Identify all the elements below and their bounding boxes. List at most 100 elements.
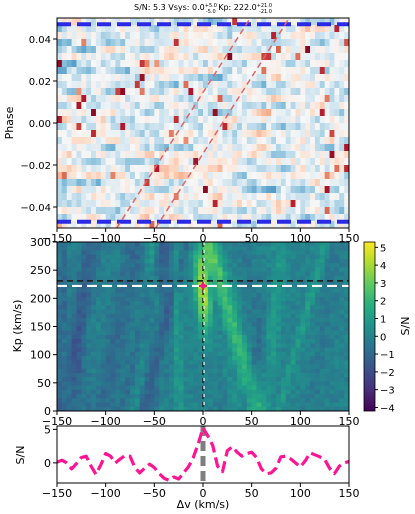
phase-map-cell [310, 25, 316, 33]
kp-map-cell [241, 347, 248, 353]
kp-map-cell [144, 406, 151, 411]
kp-map-cell [305, 263, 311, 268]
kp-map-cell [168, 296, 175, 302]
kp-map-cell [86, 246, 92, 252]
kp-map-cell [168, 334, 175, 340]
kp-map-cell [154, 267, 160, 273]
kp-map-cell [86, 288, 92, 294]
phase-map-cell [173, 102, 180, 110]
phase-map-cell [100, 95, 107, 103]
phase-map-cell [271, 172, 277, 180]
phase-map-cell [198, 214, 204, 222]
phase-map-cell [168, 102, 175, 110]
phase-map-cell [280, 109, 287, 117]
kp-map-cell [149, 326, 155, 332]
kp-map-cell [76, 381, 82, 387]
phase-map-cell [256, 172, 262, 180]
kp-x-tick-label: 50 [245, 415, 259, 428]
phase-map-cell [105, 18, 112, 26]
kp-map-cell [314, 305, 321, 311]
kp-map-cell [271, 368, 277, 374]
phase-map-cell [207, 151, 214, 159]
kp-map-cell [241, 356, 248, 361]
phase-map-cell [300, 46, 306, 54]
phase-map-cell [159, 123, 165, 131]
kp-map-cell [130, 288, 136, 294]
kp-map-cell [154, 322, 160, 328]
kp-map-cell [285, 246, 292, 252]
kp-map-cell [139, 267, 146, 273]
kp-map-cell [120, 402, 126, 408]
kp-map-cell [71, 347, 78, 353]
phase-map-cell [105, 109, 112, 117]
phase-map-cell [232, 39, 238, 47]
phase-map-cell [339, 81, 345, 89]
phase-map-cell [285, 165, 292, 173]
phase-map-cell [100, 46, 107, 54]
phase-map-cell [193, 172, 199, 180]
kp-map-cell [57, 377, 63, 383]
kp-map-cell [203, 339, 209, 344]
kp-map-cell [178, 402, 185, 408]
phase-map-cell [183, 172, 189, 180]
kp-map-cell [237, 368, 243, 374]
kp-map-cell [261, 250, 267, 256]
phase-map-cell [149, 193, 155, 201]
phase-map-cell [227, 179, 233, 187]
kp-map-cell [76, 398, 82, 404]
phase-map-cell [125, 193, 131, 201]
kp-map-cell [207, 402, 214, 408]
phase-map-cell [159, 60, 165, 68]
kp-map-cell [95, 326, 102, 332]
phase-map-cell [154, 193, 160, 201]
phase-map-cell [324, 88, 331, 96]
kp-map-cell [241, 292, 248, 298]
kp-map-cell [329, 242, 335, 247]
kp-map-cell [95, 360, 102, 366]
kp-map-cell [159, 318, 165, 323]
kp-map-cell [227, 267, 233, 273]
kp-map-cell [237, 381, 243, 387]
phase-map-cell [305, 172, 311, 180]
phase-map-cell [154, 60, 160, 68]
phase-map-cell [344, 53, 349, 61]
kp-map-cell [139, 364, 146, 370]
kp-map-cell [91, 288, 97, 294]
kp-map-cell [334, 356, 340, 361]
phase-map-cell [139, 123, 146, 131]
kp-map-cell [212, 263, 219, 268]
kp-map-cell [188, 334, 194, 340]
phase-map-cell [100, 39, 107, 47]
phase-map-cell [207, 95, 214, 103]
kp-map-cell [178, 343, 185, 349]
kp-map-cell [149, 339, 155, 344]
kp-map-cell [134, 258, 141, 264]
kp-map-cell [168, 389, 175, 395]
phase-map-cell [290, 116, 297, 124]
phase-map-cell [241, 32, 248, 40]
phase-map-cell [130, 60, 136, 68]
phase-map-cell [217, 137, 224, 145]
kp-map-cell [125, 305, 131, 311]
kp-map-cell [251, 398, 258, 404]
kp-map-cell [139, 305, 146, 311]
phase-map-cell [134, 214, 141, 222]
kp-map-cell [168, 356, 175, 361]
phase-map-cell [295, 18, 301, 26]
kp-map-cell [290, 258, 297, 264]
phase-map-cell [105, 67, 112, 75]
kp-map-cell [193, 360, 199, 366]
phase-map-cell [110, 116, 116, 124]
kp-map-cell [125, 343, 131, 349]
kp-map-cell [334, 398, 340, 404]
kp-map-cell [329, 292, 335, 298]
phase-map-cell [125, 95, 131, 103]
phase-map-cell [164, 172, 170, 180]
kp-y-tick-label: 0 [44, 405, 51, 418]
kp-map-cell [222, 385, 228, 391]
kp-map-cell [261, 271, 267, 277]
phase-map-cell [227, 102, 233, 110]
phase-map-cell [193, 214, 199, 222]
kp-map-cell [251, 334, 258, 340]
phase-map-cell [139, 18, 146, 26]
